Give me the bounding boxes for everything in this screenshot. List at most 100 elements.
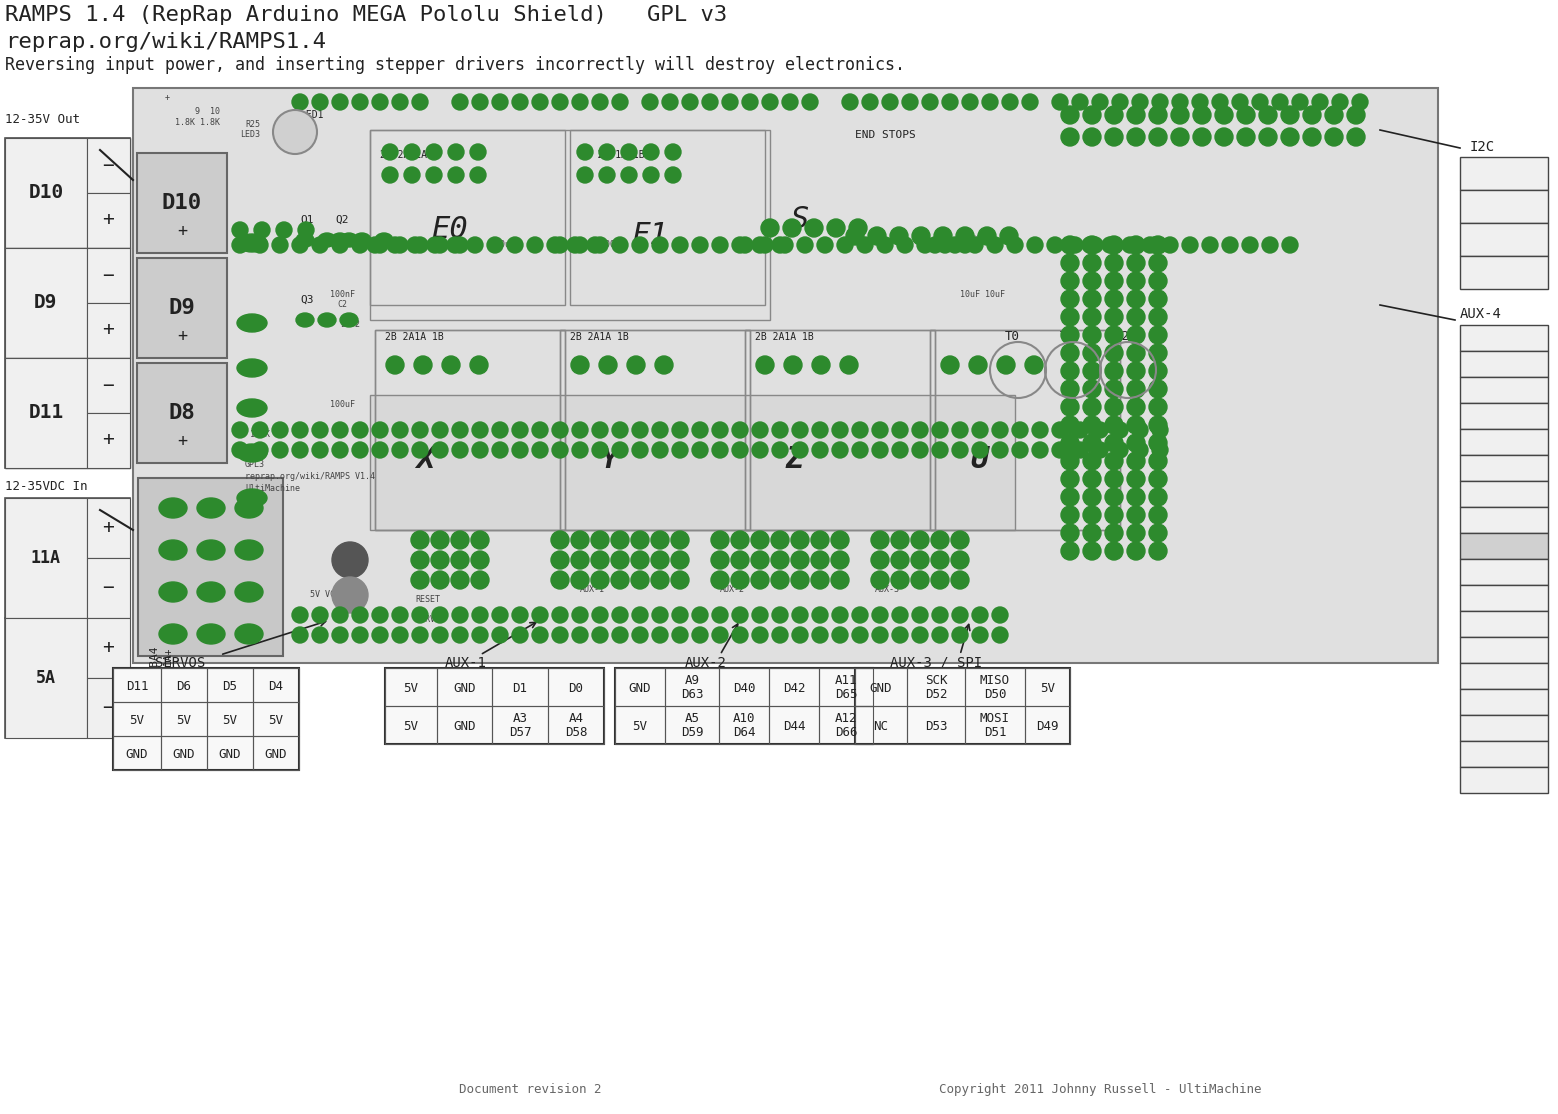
Circle shape <box>812 531 829 549</box>
Circle shape <box>452 442 467 458</box>
Ellipse shape <box>196 540 224 560</box>
Circle shape <box>1061 488 1080 506</box>
Circle shape <box>372 627 388 643</box>
Circle shape <box>1000 227 1017 245</box>
Circle shape <box>1105 398 1123 416</box>
Text: E0: E0 <box>432 215 469 244</box>
Circle shape <box>911 607 929 623</box>
Circle shape <box>1072 94 1087 110</box>
Circle shape <box>932 442 947 458</box>
Circle shape <box>665 144 681 160</box>
Circle shape <box>1083 362 1102 380</box>
Circle shape <box>812 422 827 438</box>
Circle shape <box>1126 380 1145 398</box>
Bar <box>87 138 129 193</box>
Bar <box>820 668 872 706</box>
Circle shape <box>622 144 637 160</box>
Circle shape <box>393 607 408 623</box>
Circle shape <box>651 551 668 569</box>
Circle shape <box>447 237 463 253</box>
Text: D42: D42 <box>782 682 805 694</box>
Bar <box>1460 715 1549 741</box>
Circle shape <box>527 237 544 253</box>
Circle shape <box>969 356 988 374</box>
Circle shape <box>598 356 617 374</box>
Text: +: + <box>178 432 187 450</box>
Circle shape <box>753 237 768 253</box>
Circle shape <box>432 627 449 643</box>
Text: +: + <box>165 92 174 102</box>
Bar <box>964 668 1025 706</box>
Circle shape <box>932 607 947 623</box>
Circle shape <box>488 237 503 253</box>
Text: 5V: 5V <box>1497 267 1511 280</box>
Text: 5A: 5A <box>36 670 56 687</box>
Circle shape <box>411 237 428 253</box>
Circle shape <box>472 607 488 623</box>
Circle shape <box>572 237 587 253</box>
Text: R25: R25 <box>245 120 260 129</box>
Text: 2B 2A1A 1B: 2B 2A1A 1B <box>385 332 444 342</box>
Text: SCK
D52: SCK D52 <box>925 674 947 702</box>
Bar <box>87 498 129 558</box>
Bar <box>930 330 1120 530</box>
Circle shape <box>372 237 388 253</box>
Circle shape <box>592 607 608 623</box>
Circle shape <box>771 571 788 589</box>
Circle shape <box>947 237 963 253</box>
Text: Z: Z <box>785 446 804 475</box>
Circle shape <box>651 442 668 458</box>
Circle shape <box>1083 398 1102 416</box>
Circle shape <box>902 94 918 110</box>
Circle shape <box>432 422 449 438</box>
Circle shape <box>1148 506 1167 524</box>
Bar <box>855 706 907 744</box>
Text: D31: D31 <box>1494 490 1514 500</box>
Bar <box>385 668 605 744</box>
Text: D8: D8 <box>168 403 195 423</box>
Text: GND: GND <box>173 747 195 761</box>
Ellipse shape <box>196 624 224 644</box>
Circle shape <box>552 442 569 458</box>
Text: A11
D65: A11 D65 <box>835 674 857 702</box>
Circle shape <box>753 442 768 458</box>
Circle shape <box>291 442 308 458</box>
Circle shape <box>513 94 528 110</box>
Text: AUX-4: AUX-4 <box>1460 307 1502 321</box>
Text: 2B 2A1A 1B: 2B 2A1A 1B <box>756 332 813 342</box>
Circle shape <box>1126 506 1145 524</box>
Circle shape <box>1083 434 1102 452</box>
Circle shape <box>1126 470 1145 488</box>
Circle shape <box>760 219 779 237</box>
Circle shape <box>382 167 397 183</box>
Circle shape <box>972 422 988 438</box>
Circle shape <box>791 551 809 569</box>
Circle shape <box>837 237 852 253</box>
Ellipse shape <box>340 233 358 247</box>
Circle shape <box>1212 94 1228 110</box>
Circle shape <box>592 422 608 438</box>
Circle shape <box>590 571 609 589</box>
Circle shape <box>492 442 508 458</box>
Circle shape <box>492 627 508 643</box>
Text: AUX-3 / SPI: AUX-3 / SPI <box>890 656 982 670</box>
Circle shape <box>411 442 428 458</box>
Circle shape <box>552 237 569 253</box>
Text: AUX-2: AUX-2 <box>720 585 745 594</box>
Bar <box>1460 663 1549 688</box>
Circle shape <box>372 607 388 623</box>
Circle shape <box>1148 344 1167 362</box>
Circle shape <box>404 167 421 183</box>
Text: 100nF
C2: 100nF C2 <box>330 290 355 310</box>
Circle shape <box>432 237 449 253</box>
Circle shape <box>662 94 678 110</box>
Circle shape <box>598 167 615 183</box>
Bar <box>207 702 252 736</box>
Bar <box>369 395 1014 530</box>
Circle shape <box>1083 106 1102 124</box>
Text: 10uF 10uF: 10uF 10uF <box>960 290 1005 299</box>
Circle shape <box>812 356 830 374</box>
Circle shape <box>721 94 738 110</box>
Circle shape <box>1148 434 1167 452</box>
Circle shape <box>877 237 893 253</box>
